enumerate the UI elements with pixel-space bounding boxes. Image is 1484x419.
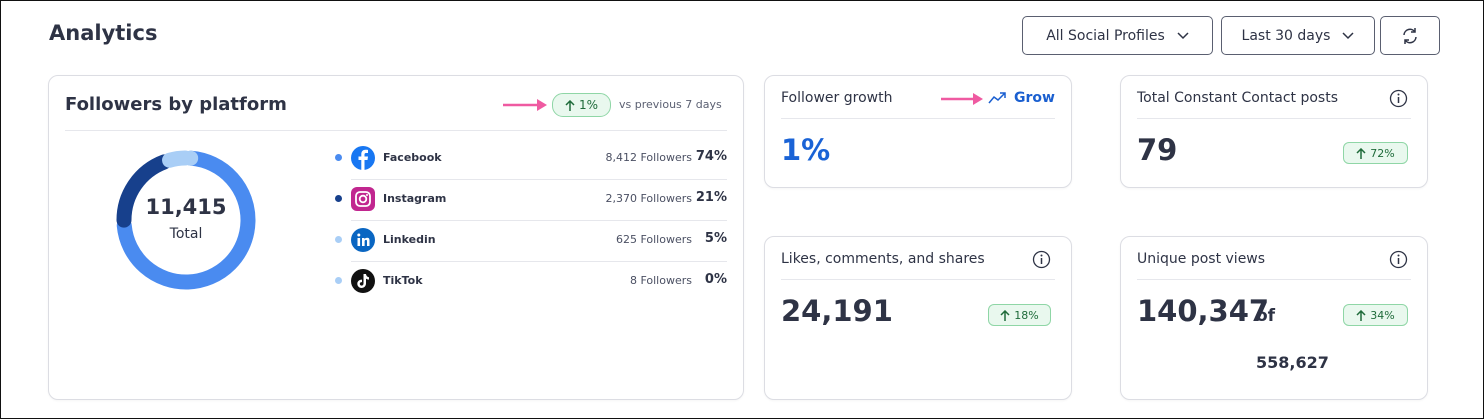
change-value: 18% [1014,308,1039,322]
platform-icon [351,187,375,211]
views-value: 140,347 [1137,294,1270,328]
change-badge: 34% [1343,304,1408,326]
filter-label: All Social Profiles [1046,27,1165,44]
divider [1137,279,1411,280]
divider [781,118,1055,119]
platform-share: 74% [695,149,727,164]
engagement-value: 24,191 [781,294,893,328]
pointer-arrow [941,93,983,105]
refresh-icon [1403,27,1417,44]
platform-row: Facebook 8,412 Followers 74% [331,146,731,170]
chevron-icon [1177,31,1189,39]
platform-share: 5% [704,231,727,246]
change-value: 34% [1370,308,1395,322]
platform-row: Linkedin 625 Followers 5% [331,228,731,252]
platform-followers: 8,412 Followers [605,151,692,164]
filter-label: Last 30 days [1241,27,1331,44]
pointer-arrow [503,99,547,111]
trend-icon [988,92,1006,104]
grow-link[interactable]: Grow [1014,90,1055,106]
change-value: 72% [1370,146,1395,160]
change-badge: 72% [1343,142,1408,164]
legend-dot [335,277,342,284]
donut-segment [116,150,256,290]
platform-followers: 2,370 Followers [605,192,692,205]
card-title: Follower growth [781,90,893,106]
followers-card [48,75,744,400]
platform-row: Instagram 2,370 Followers 21% [331,187,731,211]
platform-icon [351,228,375,252]
donut-segment [162,150,193,168]
platform-followers: 8 Followers [629,274,692,287]
up-arrow [1000,309,1010,321]
legend-dot [335,154,342,161]
change-badge: 1% [552,93,611,117]
donut-segment [116,154,172,228]
date-filter[interactable]: Last 30 days [1221,16,1375,55]
divider [351,179,727,180]
change-value: 1% [578,98,599,112]
divider [351,220,727,221]
growth-card [764,75,1072,188]
page-title: Analytics [49,21,158,45]
posts-value: 79 [1137,133,1178,167]
up-arrow [565,99,575,111]
info-icon[interactable] [1389,89,1408,108]
divider [781,279,1055,280]
card-title: Unique post views [1137,251,1266,267]
card-title: Total Constant Contact posts [1137,90,1338,106]
legend-dot [335,236,342,243]
info-icon[interactable] [1389,250,1408,269]
platform-list: Facebook 8,412 Followers 74% Instagram 2,370… [331,146,731,296]
legend-dot [335,195,342,202]
posts-card [1120,75,1428,188]
divider [65,130,727,131]
card-title: Likes, comments, and shares [781,251,985,267]
donut-chart [116,150,256,290]
card-title: Followers by platform [65,94,287,115]
total-value: 11,415 [145,195,227,219]
platform-share: 21% [695,190,727,205]
total-label: Total [169,226,203,242]
platform-followers: 625 Followers [615,233,692,246]
platform-name: Facebook [383,151,442,164]
divider [351,261,727,262]
profile-filter[interactable]: All Social Profiles [1022,16,1213,55]
up-arrow [1356,147,1366,159]
platform-row: TikTok 8 Followers 0% [331,269,731,293]
platform-icon [351,146,375,170]
growth-value: 1% [781,133,831,167]
divider [1137,118,1411,119]
platform-share: 0% [704,272,727,287]
chevron-icon [1342,31,1354,39]
views-connector: of [1256,306,1276,326]
refresh-button[interactable] [1380,16,1440,55]
platform-name: TikTok [383,274,423,287]
up-arrow [1356,309,1366,321]
info-icon[interactable] [1032,250,1051,269]
comparison-text: vs previous 7 days [619,98,722,111]
platform-name: Linkedin [383,233,436,246]
platform-name: Instagram [383,192,447,205]
platform-icon [351,269,375,293]
change-badge: 18% [988,304,1051,326]
views-total: 558,627 [1256,353,1329,372]
